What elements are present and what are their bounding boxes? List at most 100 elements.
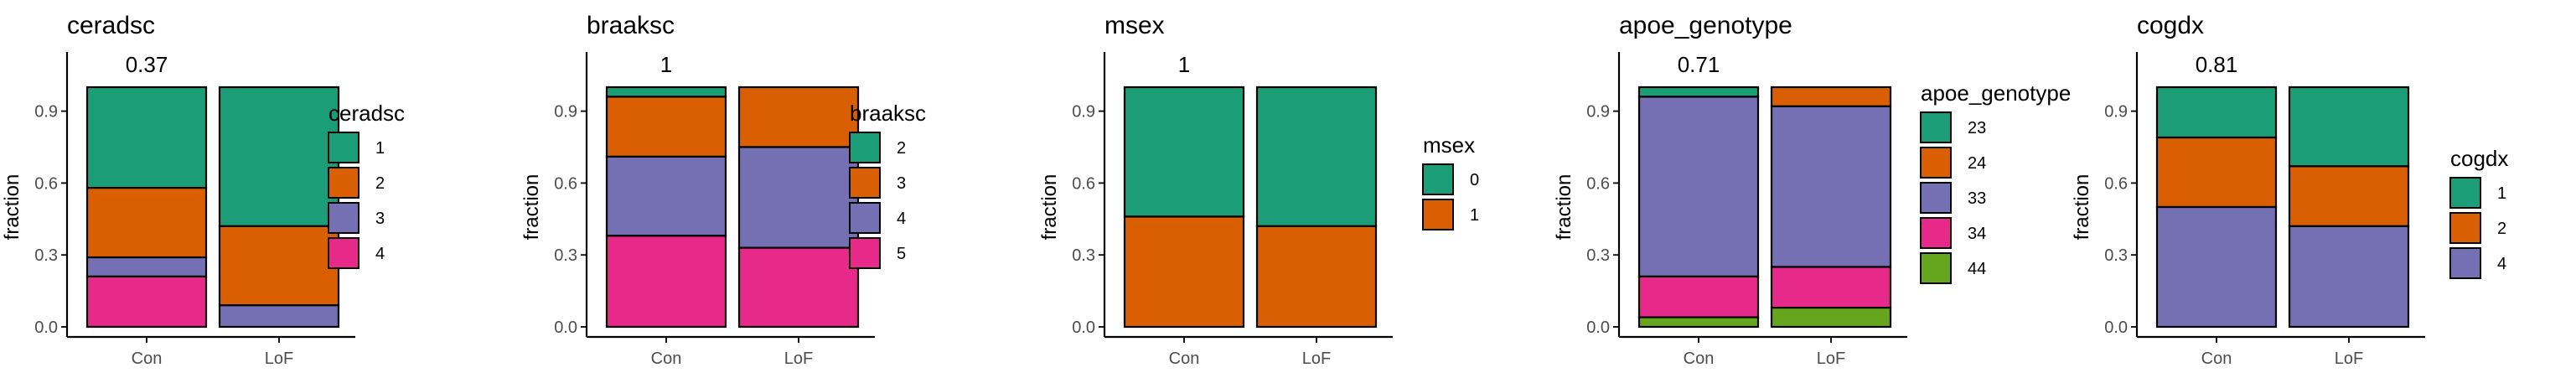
y-tick-label: 0.3 xyxy=(554,246,577,265)
y-axis-label: fraction xyxy=(1038,174,1061,241)
y-tick-label: 0.9 xyxy=(34,103,58,122)
y-tick-label: 0.9 xyxy=(554,103,577,122)
bar-segment-con-34 xyxy=(1637,275,1760,318)
legend-key-2 xyxy=(849,132,881,163)
chart-title: cogdx xyxy=(2137,12,2204,39)
y-axis-label: fraction xyxy=(2071,174,2093,241)
bar-segment-lof-1 xyxy=(1255,225,1378,329)
legend-title: braaksc xyxy=(850,101,926,126)
legend-key-33 xyxy=(1920,182,1952,214)
chart-title: braaksc xyxy=(587,12,675,39)
bar-segment-con-2 xyxy=(605,85,727,98)
legend-key-1 xyxy=(328,132,360,163)
y-axis-label: fraction xyxy=(1,174,23,241)
y-tick-label: 0.3 xyxy=(2104,246,2128,265)
legend-label: 1 xyxy=(2497,184,2506,203)
y-tick-label: 0.0 xyxy=(1072,318,1095,337)
chart-title: ceradsc xyxy=(67,12,155,39)
bar-segment-con-3 xyxy=(605,96,727,158)
y-tick-label: 0.0 xyxy=(1586,318,1610,337)
bar-segment-lof-2 xyxy=(2288,165,2410,227)
x-tick-label: Con xyxy=(651,350,682,368)
bar-segment-lof-33 xyxy=(1770,105,1892,268)
legend-label: 1 xyxy=(1470,206,1479,225)
y-tick-label: 0.6 xyxy=(1586,174,1610,193)
legend-label: 2 xyxy=(2497,220,2506,238)
chart-panel-msex: msex 0.0 0.3 0.6 0.9 fraction Con LoF 1 msex 0 1 xyxy=(1038,12,1479,368)
y-tick-label: 0.6 xyxy=(1072,174,1095,193)
y-tick-label: 0.6 xyxy=(2104,174,2128,193)
x-tick-label: Con xyxy=(1169,350,1200,368)
bar-segment-con-5 xyxy=(605,235,727,329)
legend-key-5 xyxy=(849,237,881,269)
bar-segment-con-4 xyxy=(2155,205,2278,329)
bar-segment-lof-2 xyxy=(218,225,340,307)
legend-label: 1 xyxy=(375,139,385,158)
legend-title: msex xyxy=(1423,132,1475,158)
legend-key-3 xyxy=(328,202,360,234)
y-tick-label: 0.6 xyxy=(34,174,58,193)
legend-key-34 xyxy=(1920,217,1952,249)
legend-key-2 xyxy=(2449,212,2481,244)
legend-label: 0 xyxy=(1470,171,1479,189)
y-tick-label: 0.9 xyxy=(1072,103,1095,122)
chart-panel-apoe-genotype: apoe_genotype 0.0 0.3 0.6 0.9 fraction Con LoF 0… xyxy=(1553,12,2071,368)
bar-segment-lof-3 xyxy=(218,304,340,329)
y-tick-label: 0.0 xyxy=(554,318,577,337)
y-tick-label: 0.0 xyxy=(2104,318,2128,337)
p-value-label: 1 xyxy=(660,52,672,77)
x-tick-label: LoF xyxy=(1302,350,1331,368)
legend-label: 2 xyxy=(375,174,385,193)
bar-segment-con-3 xyxy=(85,256,208,278)
x-tick-label: LoF xyxy=(2335,350,2363,368)
bar-segment-lof-3 xyxy=(737,85,860,148)
chart-panel-braaksc: braaksc 0.0 0.3 0.6 0.9 fraction Con LoF 1 braaks… xyxy=(520,12,926,368)
legend-label: 44 xyxy=(1968,260,1986,278)
x-tick-label: Con xyxy=(1684,350,1715,368)
p-value-label: 0.37 xyxy=(126,52,168,77)
bar-segment-lof-5 xyxy=(737,246,860,329)
legend-label: 34 xyxy=(1968,225,1986,243)
bar-segment-lof-0 xyxy=(1255,85,1378,227)
legend-title: apoe_genotype xyxy=(1921,80,2071,106)
bar-segment-con-1 xyxy=(2155,85,2278,139)
bar-segment-lof-1 xyxy=(218,85,340,227)
chart-panel-cogdx: cogdx 0.0 0.3 0.6 0.9 fraction Con LoF 0.81 cogdx… xyxy=(2071,12,2508,368)
legend-label: 4 xyxy=(2497,255,2506,273)
bar-segment-con-4 xyxy=(605,155,727,237)
legend-key-44 xyxy=(1920,252,1952,284)
bar-segment-con-33 xyxy=(1637,96,1760,278)
bar-segment-con-1 xyxy=(1123,215,1245,329)
chart-title: apoe_genotype xyxy=(1619,12,1792,39)
bar-segment-lof-44 xyxy=(1770,307,1892,329)
legend-label: 24 xyxy=(1968,154,1986,173)
legend-title: cogdx xyxy=(2450,146,2508,171)
bar-segment-con-2 xyxy=(85,187,208,259)
legend-label: 23 xyxy=(1968,119,1986,137)
y-tick-label: 0.3 xyxy=(1072,246,1095,265)
y-axis-label: fraction xyxy=(520,174,543,241)
bar-segment-lof-4 xyxy=(2288,225,2410,329)
x-tick-label: LoF xyxy=(784,350,813,368)
chart-panel-ceradsc: ceradsc 0.0 0.3 0.6 0.9 fraction Con LoF 0.37 cer… xyxy=(1,12,405,368)
legend-key-4 xyxy=(849,202,881,234)
p-value-label: 0.81 xyxy=(2196,52,2238,77)
bar-segment-lof-1 xyxy=(2288,85,2410,168)
bar-segment-con-44 xyxy=(1637,316,1760,329)
legend-key-1 xyxy=(2449,177,2481,209)
chart-title: msex xyxy=(1104,12,1165,39)
legend-label: 2 xyxy=(897,139,906,158)
y-tick-label: 0.0 xyxy=(34,318,58,337)
p-value-label: 1 xyxy=(1178,52,1190,77)
bar-segment-con-23 xyxy=(1637,85,1760,98)
y-tick-label: 0.9 xyxy=(1586,103,1610,122)
bar-segment-con-4 xyxy=(85,275,208,329)
legend-label: 33 xyxy=(1968,189,1986,208)
legend-key-1 xyxy=(1422,199,1454,230)
legend-label: 3 xyxy=(375,210,385,228)
x-tick-label: LoF xyxy=(265,350,293,368)
y-axis-label: fraction xyxy=(1553,174,1575,241)
legend-label: 4 xyxy=(375,245,385,263)
legend-label: 5 xyxy=(897,245,906,263)
